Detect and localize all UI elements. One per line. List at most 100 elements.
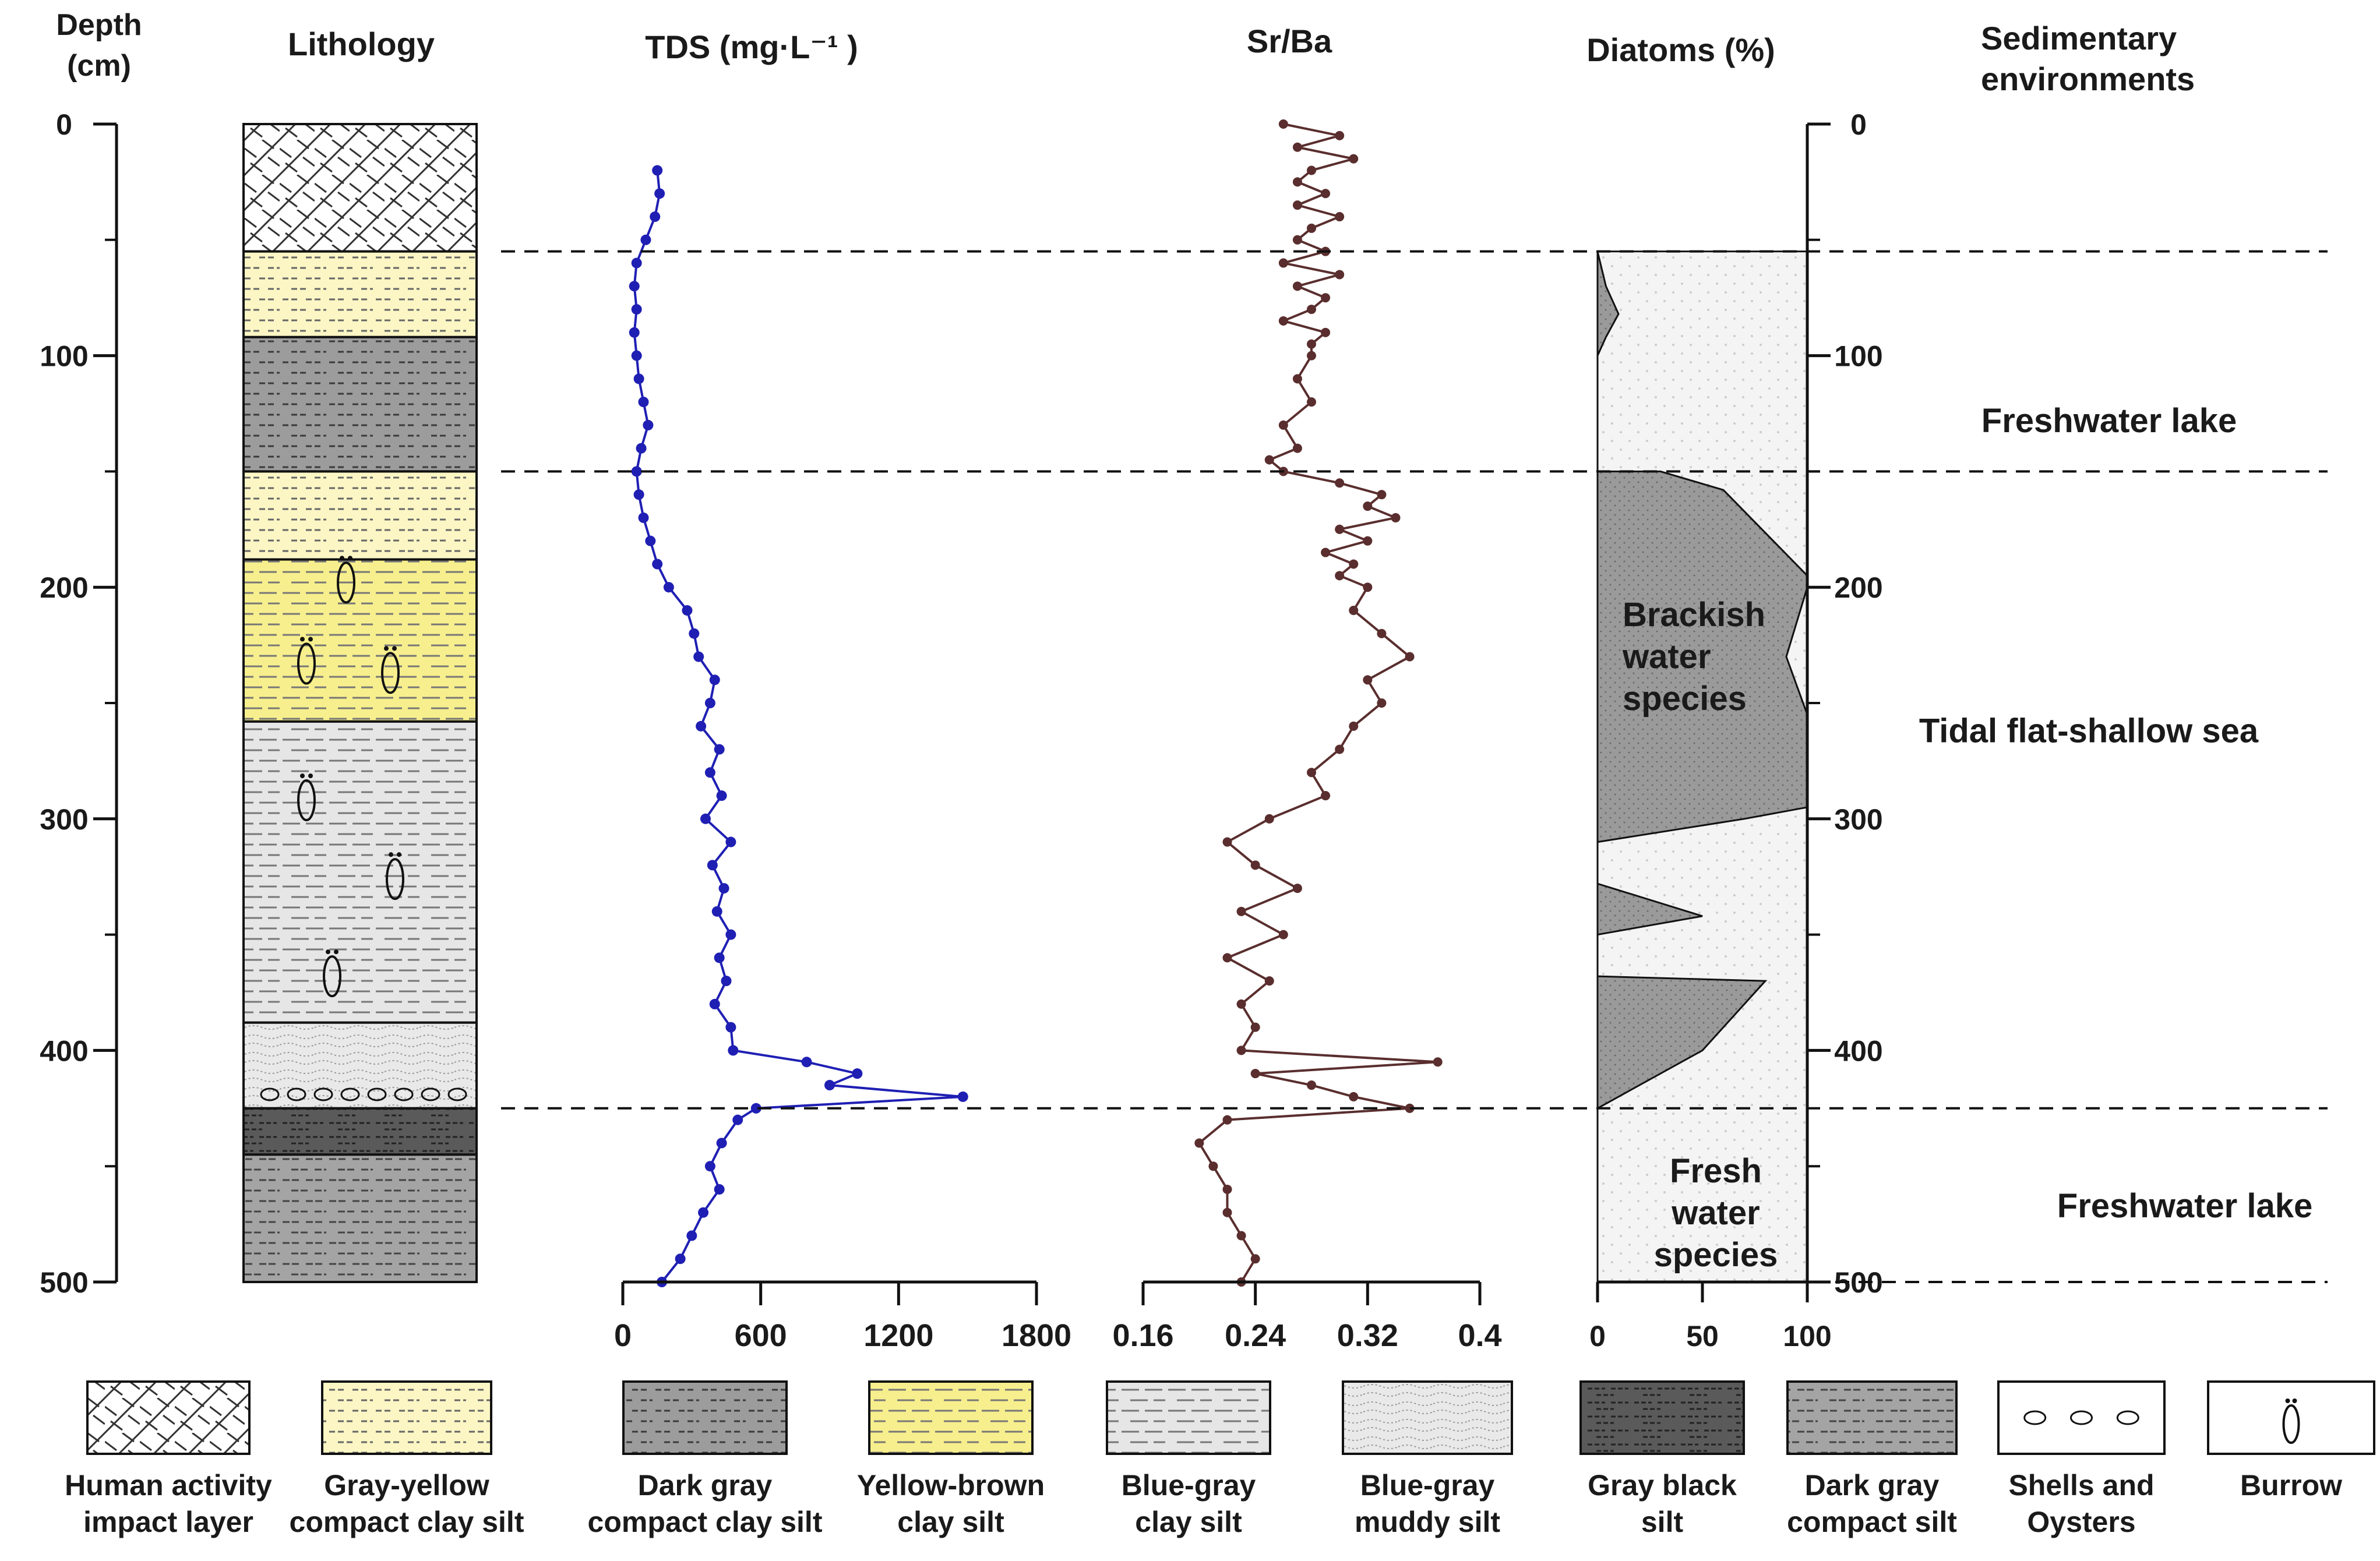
- legend-burrow-dot: [2285, 1398, 2290, 1403]
- burrow-dot: [389, 852, 393, 857]
- diatom-tick-label: 50: [1686, 1320, 1719, 1352]
- legend-swatch-human: [86, 1380, 251, 1455]
- shell-symbol: [447, 1087, 467, 1101]
- tds-header: TDS (mg·L⁻¹ ): [645, 29, 858, 65]
- srba-panel-point: [1236, 999, 1246, 1009]
- srba-panel-point: [1222, 1207, 1232, 1217]
- tds-panel-point: [716, 790, 727, 801]
- srba-panel-point: [1307, 1080, 1316, 1090]
- srba-panel-point: [1250, 1069, 1260, 1079]
- legend-burrow-dot: [2292, 1398, 2297, 1403]
- burrow-dot: [334, 949, 339, 955]
- depth-tick-label: 100: [40, 340, 88, 373]
- burrow-symbol: [381, 652, 400, 694]
- srba-panel-point: [1278, 420, 1288, 430]
- brackish-label: species: [1623, 680, 1747, 718]
- shell-symbol: [260, 1087, 280, 1101]
- srba-panel-point: [1307, 397, 1316, 407]
- diatom-area: [1596, 470, 1808, 843]
- legend-swatch-shells: [1997, 1380, 2166, 1455]
- srba-panel-point: [1236, 1231, 1246, 1241]
- srba-panel-point: [1292, 177, 1302, 187]
- srba-panel-point: [1335, 212, 1345, 222]
- tds-panel-point: [709, 998, 720, 1009]
- lithology-legend: Human activity impact layer Gray-yellow com…: [65, 1380, 2375, 1538]
- srba-panel-point: [1222, 953, 1232, 963]
- lithology-column: [242, 123, 478, 1283]
- legend-swatch-grayyellow: [321, 1380, 492, 1455]
- srba-panel-point: [1349, 1092, 1359, 1101]
- srba-panel-point: [1377, 698, 1387, 708]
- environment-label: Freshwater lake: [2057, 1187, 2312, 1225]
- depth-ticks: 0 100 200 300 400 500: [40, 108, 117, 1299]
- tds-panel-point: [693, 651, 704, 662]
- tds-panel-point: [638, 397, 649, 408]
- legend-label-line1: Human activity: [65, 1469, 272, 1502]
- burrow-dot: [308, 773, 313, 778]
- srba-panel-point: [1208, 1161, 1218, 1171]
- depth-title-line1: Depth: [56, 8, 142, 42]
- shell-symbol: [394, 1087, 414, 1101]
- tds-panel-point: [633, 489, 644, 500]
- lithology-layer-yellowbrown: [242, 558, 478, 723]
- srba-panel-point: [1363, 536, 1373, 546]
- burrow-dot: [348, 556, 352, 561]
- burrow-dot: [308, 637, 313, 642]
- lithology-header: Lithology: [288, 26, 435, 62]
- srba-panel-point: [1292, 235, 1302, 245]
- legend-label-line1: Shells and: [2008, 1469, 2154, 1502]
- environment-label: Freshwater lake: [1981, 402, 2237, 440]
- srba-panel-point: [1363, 582, 1373, 592]
- srba-panel-point: [1405, 652, 1415, 662]
- srba-panel-point: [1307, 165, 1316, 175]
- lithology-layer-grayyellow: [242, 250, 478, 338]
- srba-panel-point: [1335, 744, 1345, 754]
- tds-panel-point: [801, 1057, 812, 1068]
- tds-panel: 0 600 1200 1800: [614, 165, 1071, 1353]
- tds-panel-point: [716, 1138, 727, 1149]
- srba-panel-point: [1307, 351, 1316, 361]
- srba-panel-point: [1335, 270, 1345, 280]
- tds-panel-tick-label: 1200: [863, 1318, 933, 1353]
- legend-label-line1: Burrow: [2240, 1469, 2342, 1502]
- legend-label-line2: silt: [1641, 1506, 1684, 1538]
- fresh-label: species: [1654, 1236, 1778, 1274]
- lithology-layer-grayyellow: [242, 470, 478, 561]
- srba-panel-point: [1250, 1254, 1260, 1264]
- tds-panel-point: [629, 281, 640, 292]
- shell-symbol: [421, 1087, 440, 1101]
- legend-label-line1: Gray black: [1588, 1469, 1737, 1502]
- legend-label-line2: muddy silt: [1355, 1506, 1500, 1538]
- tds-panel-point: [633, 373, 644, 384]
- srba-panel-tick-label: 0.24: [1225, 1318, 1286, 1353]
- tds-panel-point: [704, 1161, 715, 1172]
- srba-panel-point: [1292, 200, 1302, 210]
- tds-panel-point: [698, 1207, 709, 1218]
- environments-header-line1: Sedimentary: [1981, 20, 2177, 56]
- tds-panel-point: [686, 1230, 697, 1241]
- tds-panel-point: [721, 976, 732, 987]
- legend-burrow-symbol: [2282, 1404, 2300, 1444]
- tds-panel-point: [718, 883, 729, 894]
- lithology-layer-human: [242, 123, 478, 253]
- legend-label-line2: clay silt: [1135, 1506, 1242, 1538]
- right-axis-tick-label: 400: [1834, 1034, 1882, 1067]
- srba-panel-point: [1363, 502, 1373, 511]
- legend-swatch-muddy: [1342, 1380, 1513, 1455]
- shell-symbol: [287, 1087, 306, 1101]
- depth-axis: 0 100 200 300 400 500: [40, 108, 118, 1299]
- burrow-dot: [392, 646, 397, 651]
- srba-panel-point: [1278, 258, 1288, 268]
- brackish-label: water: [1622, 638, 1711, 676]
- srba-panel-tick-label: 0.32: [1337, 1318, 1398, 1353]
- tds-panel-point: [728, 1045, 739, 1056]
- burrow-dot: [384, 646, 389, 651]
- tds-panel-point: [696, 721, 707, 732]
- tds-panel-point: [643, 419, 654, 430]
- tds-panel-point: [689, 628, 700, 639]
- diatoms-header: Diatoms (%): [1586, 31, 1775, 68]
- legend-label-line1: Dark gray: [638, 1469, 773, 1502]
- legend-label-line1: Yellow-brown: [857, 1469, 1045, 1502]
- brackish-label: Brackish: [1623, 596, 1765, 634]
- srba-panel-point: [1349, 721, 1359, 731]
